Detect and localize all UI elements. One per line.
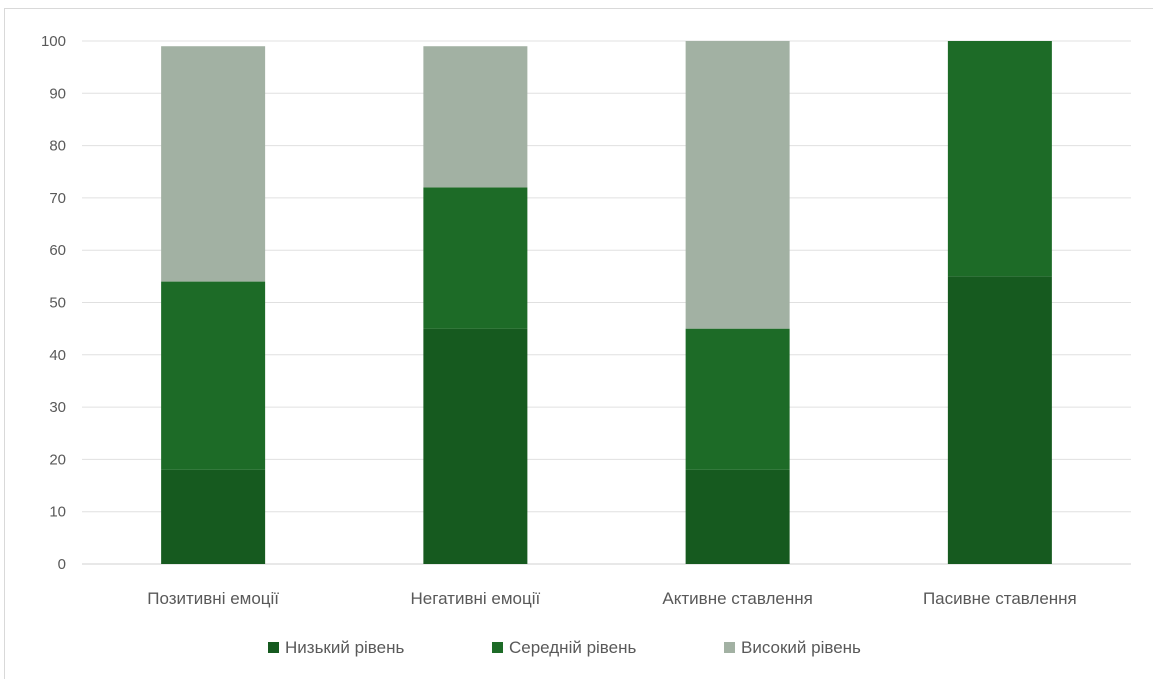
x-category-label: Негативні емоції bbox=[411, 589, 541, 608]
y-tick-label: 20 bbox=[49, 451, 66, 468]
y-tick-label: 10 bbox=[49, 504, 66, 521]
legend-swatch bbox=[724, 642, 735, 653]
y-tick-label: 90 bbox=[49, 85, 66, 102]
y-tick-label: 50 bbox=[49, 295, 66, 312]
y-tick-label: 60 bbox=[49, 242, 66, 259]
bar-segment bbox=[423, 187, 528, 329]
bar-segment bbox=[423, 328, 528, 564]
legend-swatch bbox=[268, 642, 279, 653]
bar-segment bbox=[161, 469, 266, 564]
y-axis-tick-labels: 0 10 20 30 40 50 60 70 80 90 100 bbox=[41, 33, 66, 573]
y-tick-label: 80 bbox=[49, 138, 66, 155]
bar-segment bbox=[161, 281, 266, 470]
bar-segment bbox=[947, 41, 1052, 277]
x-category-label: Активне ставлення bbox=[662, 589, 812, 608]
x-category-label: Пасивне ставлення bbox=[923, 589, 1077, 608]
bar-segment bbox=[685, 469, 790, 564]
y-tick-label: 40 bbox=[49, 347, 66, 364]
legend: Низький рівень Середній рівень Високий рів… bbox=[268, 638, 861, 657]
legend-label: Середній рівень bbox=[509, 638, 636, 657]
y-tick-label: 0 bbox=[58, 556, 66, 573]
bar-segment bbox=[685, 328, 790, 470]
bars bbox=[161, 41, 1052, 564]
bar-segment bbox=[161, 46, 266, 282]
y-tick-label: 70 bbox=[49, 190, 66, 207]
y-tick-label: 100 bbox=[41, 33, 66, 50]
bar-segment bbox=[947, 276, 1052, 564]
x-axis-category-labels: Позитивні емоції Негативні емоції Активне … bbox=[147, 589, 1077, 608]
legend-label: Високий рівень bbox=[741, 638, 861, 657]
bar-segment bbox=[423, 46, 528, 188]
x-category-label: Позитивні емоції bbox=[147, 589, 279, 608]
legend-label: Низький рівень bbox=[285, 638, 404, 657]
legend-swatch bbox=[492, 642, 503, 653]
y-tick-label: 30 bbox=[49, 399, 66, 416]
bar-segment bbox=[685, 41, 790, 329]
